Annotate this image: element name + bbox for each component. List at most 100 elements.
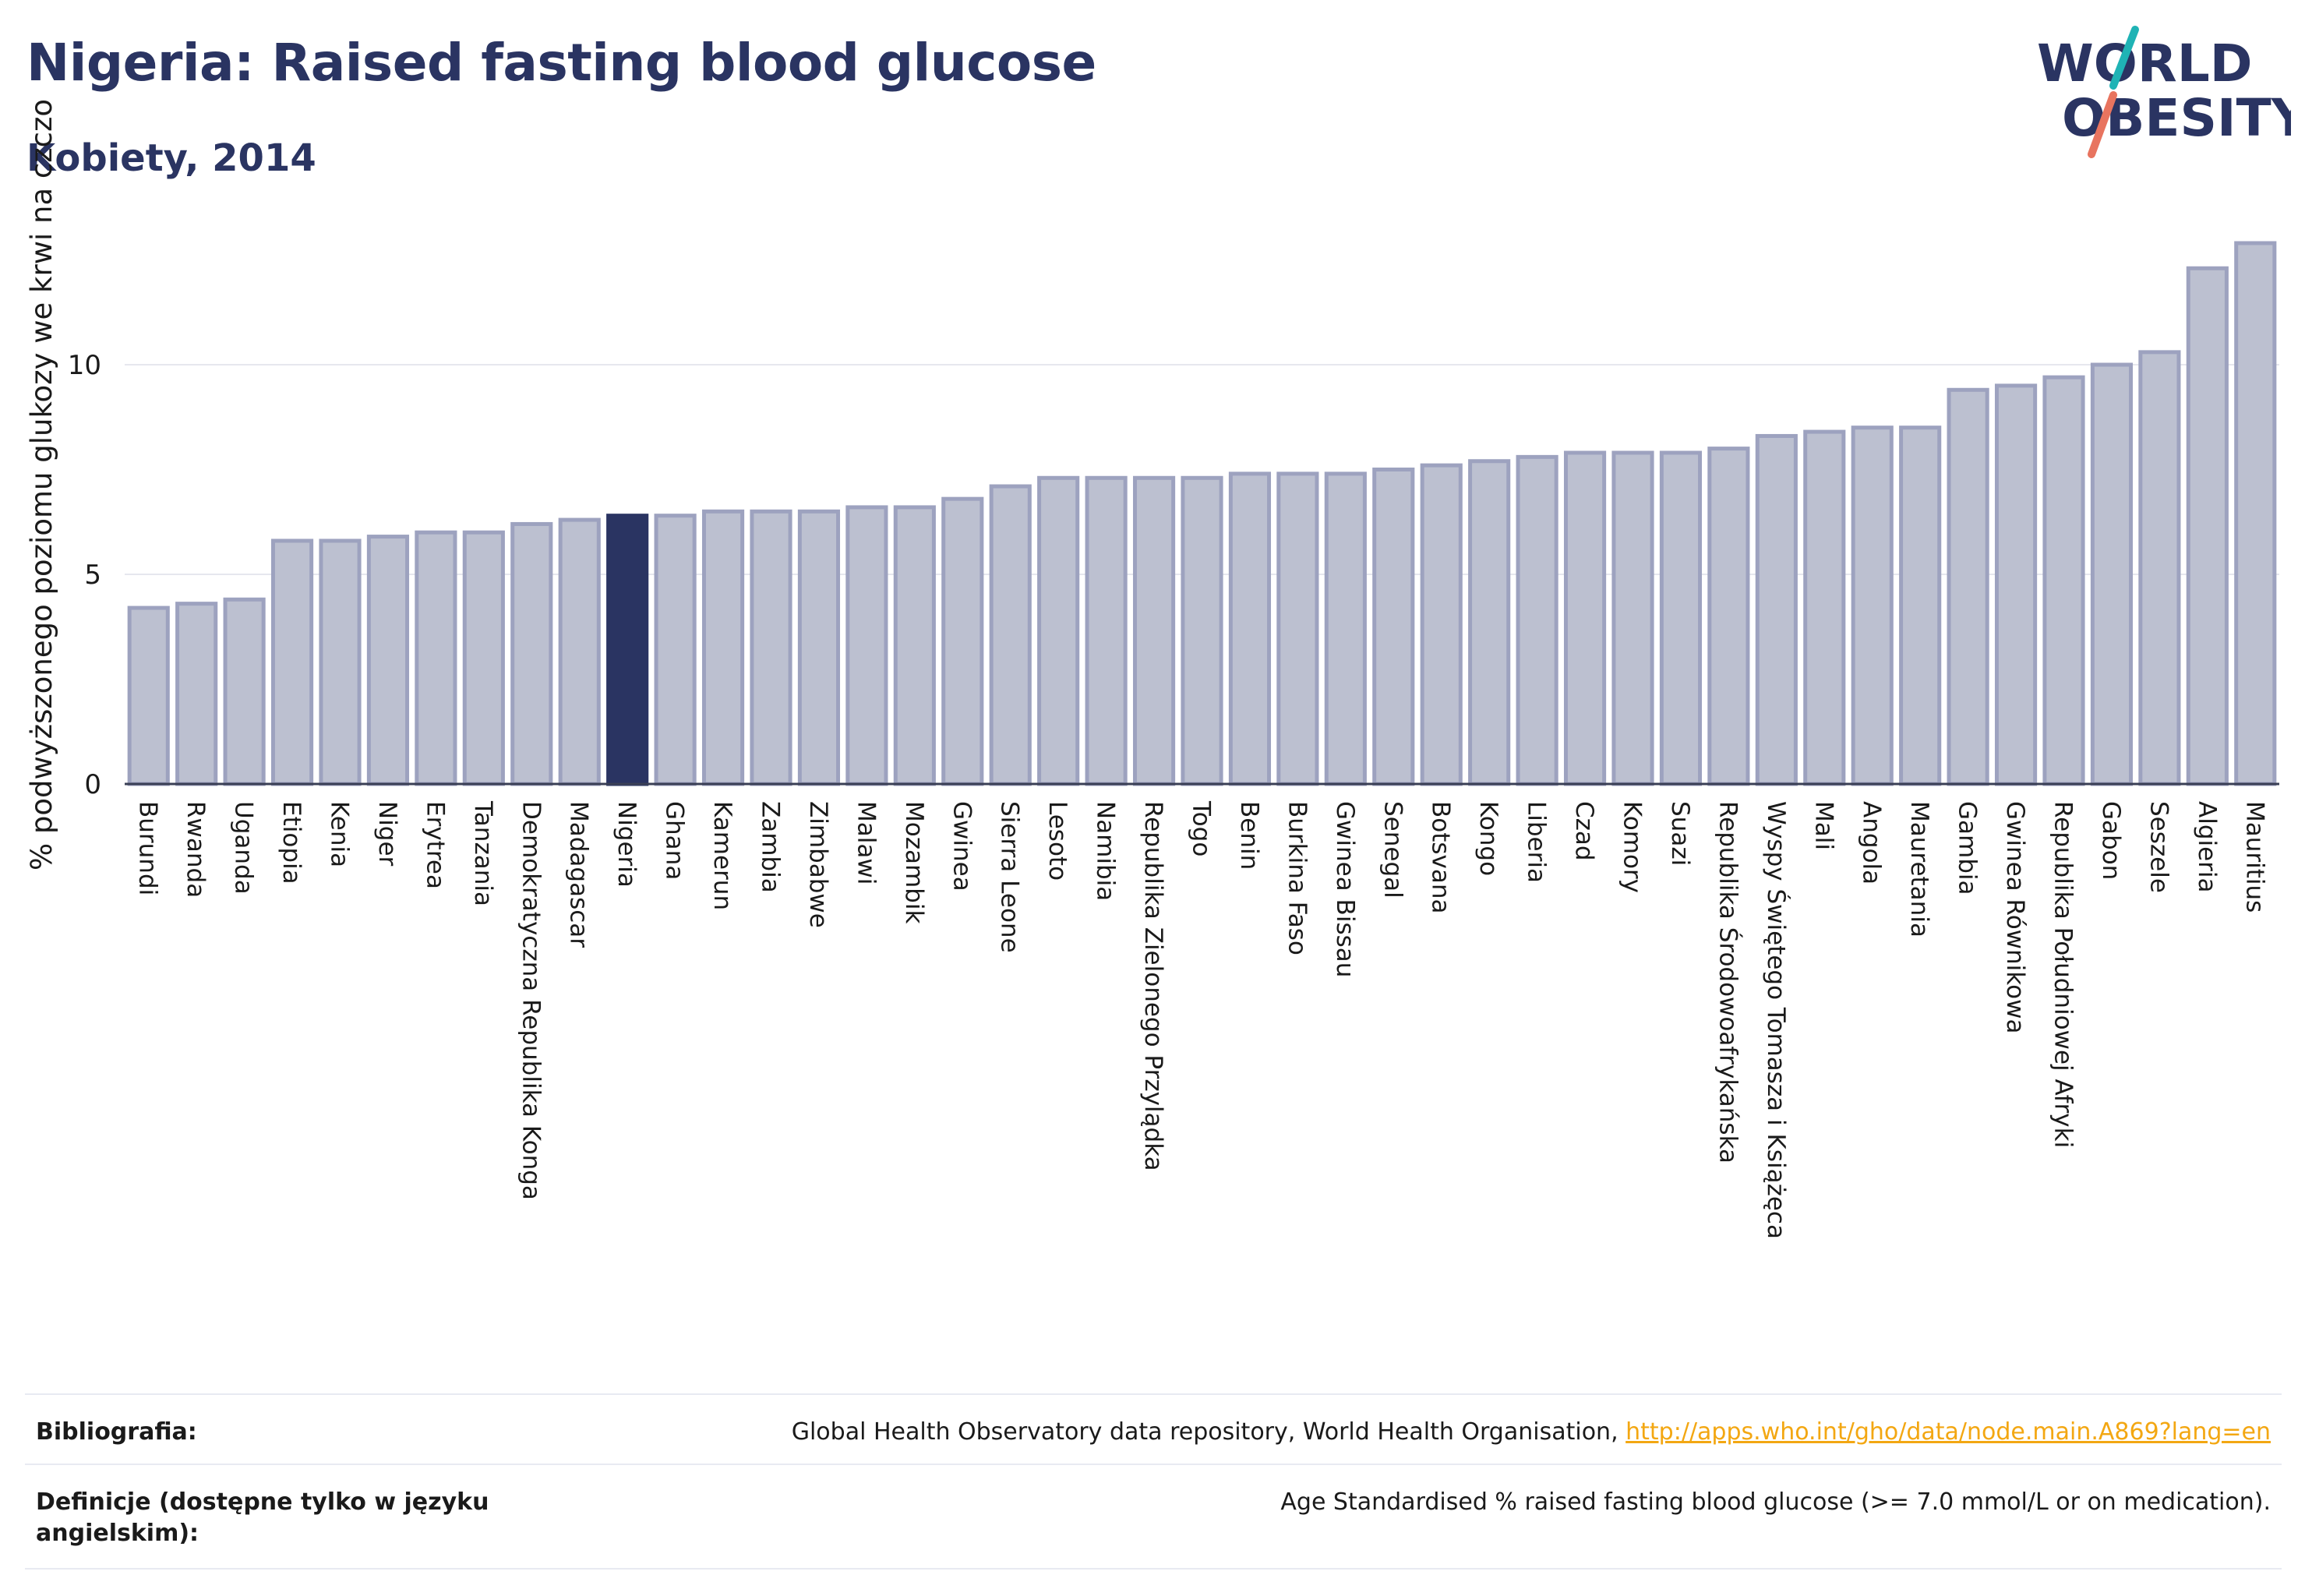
bar-mauretania bbox=[1899, 425, 1942, 786]
y-tick-label: 10 bbox=[68, 350, 101, 381]
x-category-label: Uganda bbox=[230, 801, 258, 895]
x-category-label: Malawi bbox=[852, 801, 880, 885]
x-category-label: Rwanda bbox=[182, 801, 210, 898]
bar-seszele bbox=[2138, 350, 2181, 786]
x-category-label: Seszele bbox=[2144, 801, 2173, 893]
x-category-label: Erytrea bbox=[421, 801, 449, 889]
bar-botsvana bbox=[1420, 463, 1463, 786]
bar-nigeria bbox=[606, 514, 649, 786]
x-category-label: Kamerun bbox=[708, 801, 736, 910]
x-category-label: Madagascar bbox=[565, 801, 593, 948]
bar-sierra-leone bbox=[989, 484, 1032, 786]
bar-liberia bbox=[1516, 454, 1558, 786]
world-obesity-logo: WORLD OBESITY bbox=[2037, 26, 2291, 158]
bar-gwinea bbox=[941, 496, 984, 786]
bar-ghana bbox=[654, 514, 697, 786]
bar-kamerun bbox=[701, 509, 745, 786]
definitions-value: Age Standardised % raised fasting blood … bbox=[1280, 1488, 2271, 1516]
x-category-label: Burkina Faso bbox=[1283, 801, 1311, 955]
page-title: Nigeria: Raised fasting blood glucose bbox=[26, 33, 1096, 93]
bar-angola bbox=[1851, 425, 1894, 786]
bibliography-value: Global Health Observatory data repositor… bbox=[792, 1417, 2271, 1448]
x-category-label: Sierra Leone bbox=[996, 801, 1024, 953]
y-tick-label: 0 bbox=[84, 769, 101, 800]
x-category-label: Liberia bbox=[1523, 801, 1551, 883]
bar-tanzania bbox=[462, 530, 505, 786]
x-category-label: Zambia bbox=[757, 801, 785, 893]
bar-togo bbox=[1181, 475, 1223, 786]
bar-gambia bbox=[1947, 387, 1989, 786]
x-category-label: Botsvana bbox=[1427, 801, 1455, 914]
x-category-label: Gambia bbox=[1954, 801, 1982, 895]
x-category-label: Republika Południowej Afryki bbox=[2049, 801, 2077, 1148]
page-subtitle: Kobiety, 2014 bbox=[26, 136, 316, 180]
bar-burkina-faso bbox=[1276, 471, 1319, 786]
y-tick-label: 5 bbox=[84, 560, 101, 591]
logo-slash-teal bbox=[2109, 26, 2139, 90]
bar-etiopia bbox=[270, 538, 314, 786]
x-category-label: Kongo bbox=[1474, 801, 1502, 876]
logo-slash-coral bbox=[2088, 91, 2117, 158]
definitions-row: Definicje (dostępne tylko w języku angie… bbox=[25, 1464, 2282, 1570]
x-category-label: Mali bbox=[1809, 801, 1837, 850]
x-category-label: Kenia bbox=[326, 801, 354, 867]
definitions-label: Definicje (dostępne tylko w języku angie… bbox=[36, 1488, 489, 1547]
x-category-label: Gwinea bbox=[948, 801, 976, 892]
x-category-label: Mauretania bbox=[1905, 801, 1933, 937]
bars bbox=[127, 241, 2277, 786]
bar-republika-po-udniowej-afryki bbox=[2042, 375, 2085, 786]
bar-malawi bbox=[845, 505, 888, 786]
bar-gabon bbox=[2090, 362, 2134, 786]
bar-czad bbox=[1563, 450, 1607, 786]
y-axis-title: % podwyższonego poziomu glukozy we krwi … bbox=[25, 99, 58, 870]
bar-zimbabwe bbox=[797, 509, 841, 786]
bar-mozambik bbox=[893, 505, 936, 786]
bar-kongo bbox=[1468, 459, 1511, 786]
x-category-label: Ghana bbox=[661, 801, 689, 880]
x-category-label: Wyspy Świętego Tomasza i Książęca bbox=[1762, 801, 1791, 1239]
bar-uganda bbox=[223, 597, 266, 786]
bar-niger bbox=[366, 535, 410, 786]
bar-mauritius bbox=[2234, 241, 2277, 786]
bibliography-link[interactable]: http://apps.who.int/gho/data/node.main.A… bbox=[1626, 1418, 2271, 1446]
x-category-label: Mozambik bbox=[900, 801, 928, 923]
bar-gwinea-bissau bbox=[1324, 471, 1367, 786]
x-category-labels: Burundi Rwanda Uganda Etiopia Kenia Niger Eryt… bbox=[134, 800, 2269, 1239]
bar-burundi bbox=[127, 606, 170, 786]
bar-demokratyczna-republika-konga bbox=[510, 521, 553, 786]
bar-senegal bbox=[1372, 468, 1415, 786]
bibliography-text: Global Health Observatory data repositor… bbox=[791, 1418, 1626, 1446]
x-category-label: Gwinea Bissau bbox=[1331, 801, 1359, 977]
x-category-label: Senegal bbox=[1378, 801, 1407, 899]
bar-madagascar bbox=[558, 517, 601, 786]
x-category-label: Angola bbox=[1858, 801, 1886, 885]
x-category-label: Gabon bbox=[2097, 801, 2125, 880]
bibliography-row: Bibliografia: Global Health Observatory … bbox=[25, 1393, 2282, 1464]
x-category-label: Zimbabwe bbox=[804, 801, 832, 928]
bar-lesoto bbox=[1037, 475, 1080, 786]
x-category-label: Niger bbox=[373, 801, 401, 867]
bar-komory bbox=[1611, 450, 1654, 786]
bar-mali bbox=[1803, 429, 1846, 786]
x-category-label: Suazi bbox=[1666, 801, 1694, 866]
x-category-label: Nigeria bbox=[612, 801, 641, 888]
bar-zambia bbox=[750, 509, 792, 786]
bar-suazi bbox=[1659, 450, 1703, 786]
x-category-label: Czad bbox=[1570, 801, 1598, 861]
x-category-label: Demokratyczna Republika Konga bbox=[517, 801, 545, 1200]
x-category-label: Gwinea Równikowa bbox=[2001, 801, 2029, 1033]
x-category-label: Togo bbox=[1188, 800, 1216, 856]
bar-namibia bbox=[1085, 475, 1128, 786]
x-category-label: Burundi bbox=[134, 801, 162, 895]
bar-chart: 0 5 10 Burundi Rwanda Uganda Etiopia Kenia Nige… bbox=[25, 99, 2279, 1239]
x-category-label: Etiopia bbox=[277, 801, 305, 885]
x-category-label: Lesoto bbox=[1043, 801, 1071, 881]
x-category-label: Republika Zielonego Przylądka bbox=[1139, 801, 1167, 1171]
bar-gwinea-r-wnikowa bbox=[1994, 383, 2038, 786]
bibliography-label: Bibliografia: bbox=[36, 1418, 197, 1446]
bar-benin bbox=[1228, 471, 1272, 786]
x-category-label: Namibia bbox=[1092, 801, 1120, 901]
x-category-label: Algieria bbox=[2193, 801, 2221, 893]
x-category-label: Benin bbox=[1235, 801, 1263, 870]
x-category-label: Republika Środowoafrykańska bbox=[1714, 801, 1742, 1163]
